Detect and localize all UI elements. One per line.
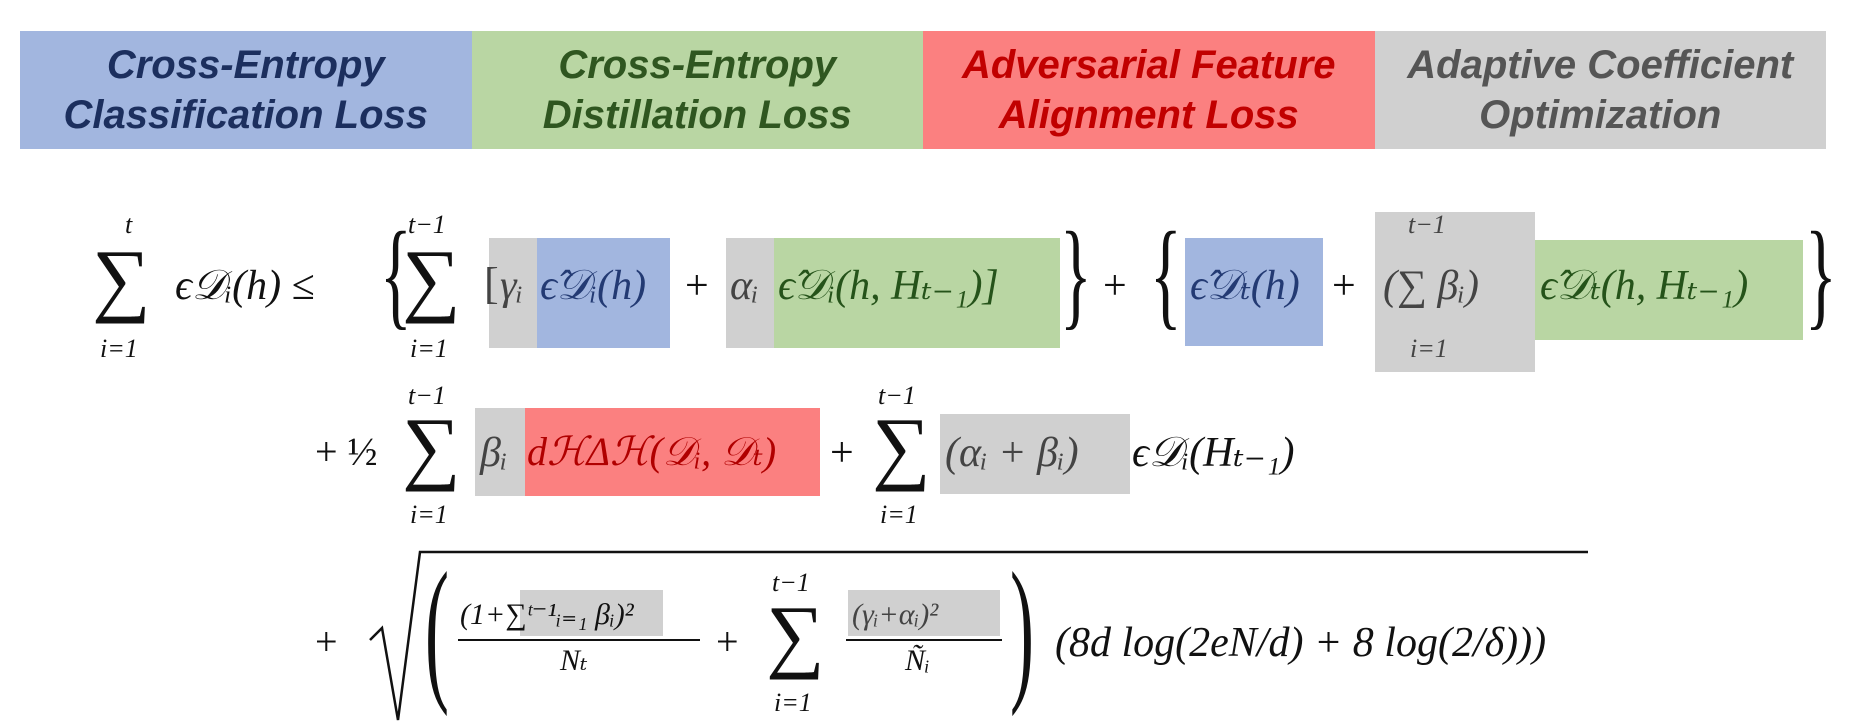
sum5-lower: i=1 (774, 688, 812, 717)
frac1-den: Nₜ (560, 644, 588, 677)
legend-line: Cross-Entropy (106, 43, 385, 87)
plus-6: + (716, 619, 739, 664)
legend-adaptive-coefficient: Adaptive Coefficient Optimization (1374, 31, 1826, 149)
highlight-dist-loss-i (774, 238, 1060, 348)
sum2-upper: t−1 (1408, 210, 1446, 239)
sum3-upper: t−1 (408, 381, 446, 410)
frac1-num: (1+∑ᵗ⁻¹ᵢ₌₁ βᵢ)² (460, 598, 634, 631)
sum1-upper: t−1 (408, 210, 446, 239)
open-square-bracket: [ (484, 259, 499, 308)
plus-3: + (1332, 263, 1356, 309)
legend-line: Distillation Loss (542, 93, 852, 137)
sum4-symbol: ∑ (872, 401, 931, 492)
left-brace-1: { (380, 207, 412, 340)
lhs-sum-symbol: ∑ (92, 233, 151, 324)
sum4-lower: i=1 (880, 500, 918, 529)
dist-loss-t: ϵ̂𝒟ₜ(h, Hₜ₋₁) (1540, 263, 1749, 309)
lhs-sum-upper: t (125, 210, 133, 239)
big-right-paren: ) (1010, 539, 1034, 717)
legend-line: Optimization (1479, 93, 1722, 137)
alpha-coef: αᵢ (730, 263, 759, 309)
beta-coef: βᵢ (480, 430, 508, 476)
lhs-term: ϵ𝒟ᵢ(h) ≤ (175, 263, 315, 309)
loss-legend: Cross-Entropy Classification Loss Cross-E… (20, 31, 1826, 149)
sum1-symbol: ∑ (402, 233, 461, 324)
highlight-dist-loss-t (1535, 240, 1803, 340)
highlight-beta-sum (1375, 212, 1535, 372)
beta-sum: (∑ βᵢ) (1383, 263, 1479, 309)
highlight-beta (475, 408, 525, 496)
plus-1: + (685, 263, 709, 309)
highlight-frac2-num (848, 590, 1000, 636)
adv-loss: dℋΔℋ(𝒟ᵢ, 𝒟ₜ) (527, 429, 777, 474)
dist-loss-i: ϵ̂𝒟ᵢ(h, Hₜ₋₁)] (778, 263, 999, 309)
sum2-lower: i=1 (1410, 334, 1448, 363)
highlight-cls-loss-i (537, 238, 670, 348)
legend-line: Cross-Entropy (558, 43, 837, 87)
sum5-upper: t−1 (772, 568, 810, 597)
teacher-term: ϵ𝒟ᵢ(Hₜ₋₁) (1132, 430, 1295, 476)
gamma-coef: γᵢ (500, 263, 524, 309)
legend-adversarial-loss: Adversarial Feature Alignment Loss (923, 31, 1375, 149)
highlight-adv-loss (525, 408, 820, 496)
highlight-alpha (726, 238, 774, 348)
highlight-alpha-beta (940, 414, 1130, 494)
sum4-upper: t−1 (878, 381, 916, 410)
legend-line: Adaptive Coefficient (1407, 43, 1794, 87)
legend-classification-loss: Cross-Entropy Classification Loss (20, 31, 472, 149)
half-term: + ½ (315, 429, 378, 474)
frac2-den: Ñᵢ (905, 644, 930, 677)
cls-loss-t: ϵ̂𝒟ₜ(h) (1190, 263, 1300, 309)
big-left-paren: ( (425, 539, 449, 717)
highlight-cls-loss-t (1185, 238, 1323, 346)
plus-2: + (1103, 263, 1127, 309)
sum5-symbol: ∑ (766, 589, 825, 680)
alpha-beta: (αᵢ + βᵢ) (945, 430, 1079, 476)
legend-distillation-loss: Cross-Entropy Distillation Loss (471, 31, 923, 149)
highlight-frac1-num (520, 590, 663, 636)
frac2-num: (γᵢ+αᵢ)² (852, 598, 939, 631)
legend-line: Classification Loss (63, 93, 429, 137)
right-brace-2: } (1805, 207, 1837, 340)
right-brace-1: } (1060, 207, 1092, 340)
legend-line: Alignment Loss (998, 93, 1299, 137)
sum3-lower: i=1 (410, 500, 448, 529)
legend-line: Adversarial Feature (961, 43, 1336, 87)
plus-5: + (315, 619, 338, 664)
plus-4: + (830, 430, 854, 476)
sum1-lower: i=1 (410, 334, 448, 363)
left-brace-2: { (1150, 207, 1182, 340)
highlight-gamma (489, 238, 537, 348)
sum3-symbol: ∑ (402, 401, 461, 492)
cls-loss-i: ϵ̂𝒟ᵢ(h) (540, 263, 647, 309)
lhs-sum-lower: i=1 (100, 334, 138, 363)
log-term: (8d log(2eN/d) + 8 log(2/δ))) (1055, 620, 1547, 666)
